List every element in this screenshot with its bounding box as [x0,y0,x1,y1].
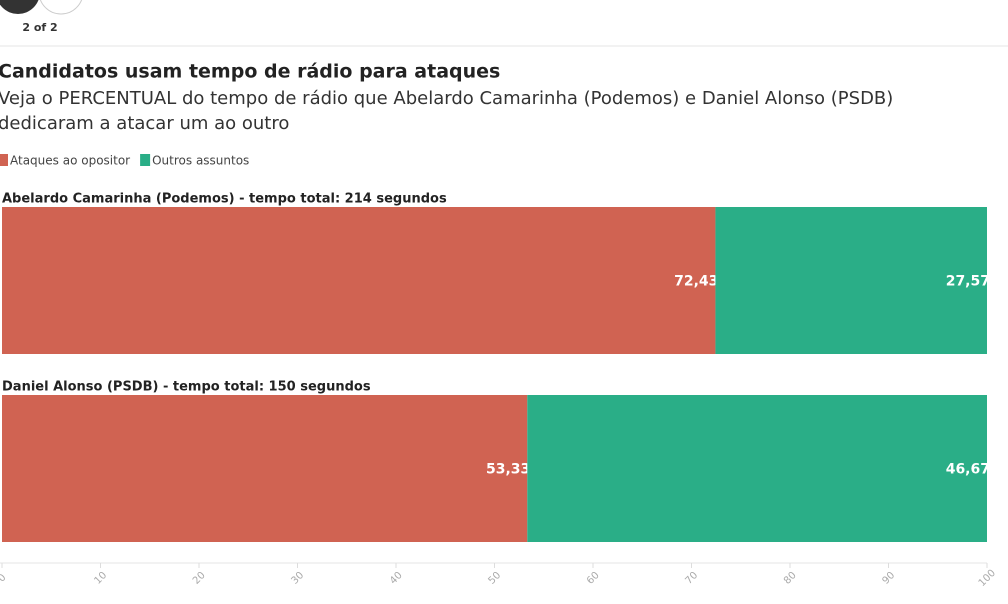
x-tick-label: 100 [977,568,998,589]
legend-swatch [140,154,151,166]
x-tick-label: 20 [191,570,208,587]
category-label: Abelardo Camarinha (Podemos) - tempo tot… [2,192,447,207]
bar-segment [527,395,987,542]
pager: 2 of 2 [22,21,57,34]
x-tick-label: 0 [0,572,8,584]
x-tick-label: 80 [782,570,799,587]
subtitle-box: Veja o PERCENTUAL do tempo de rádio que … [0,88,894,134]
x-tick-label: 90 [880,570,897,587]
bar-segment [2,395,528,542]
x-tick-label: 10 [92,570,109,587]
pager-dot [0,0,39,14]
pager-dot[interactable] [39,0,83,15]
x-tick-label: 30 [289,570,306,587]
x-tick-label: 50 [486,570,503,587]
value-label: 46,67 [946,462,990,478]
x-tick-label: 60 [585,570,602,587]
value-label: 53,33 [486,462,530,478]
bar-segment [715,207,987,354]
legend-label: Outros assuntos [152,154,249,168]
legend-swatch [0,154,8,166]
category-label: Daniel Alonso (PSDB) - tempo total: 150 … [2,380,371,395]
x-tick-label: 40 [388,570,405,587]
value-label: 72,43 [674,274,718,290]
bar-segment [2,207,716,354]
chart-title: Candidatos usam tempo de rádio para ataq… [0,61,500,83]
chart-subtitle: Veja o PERCENTUAL do tempo de rádio que … [0,88,894,134]
value-label: 27,57 [946,274,990,290]
legend-label: Ataques ao opositor [10,154,130,168]
x-tick-label: 70 [683,570,700,587]
